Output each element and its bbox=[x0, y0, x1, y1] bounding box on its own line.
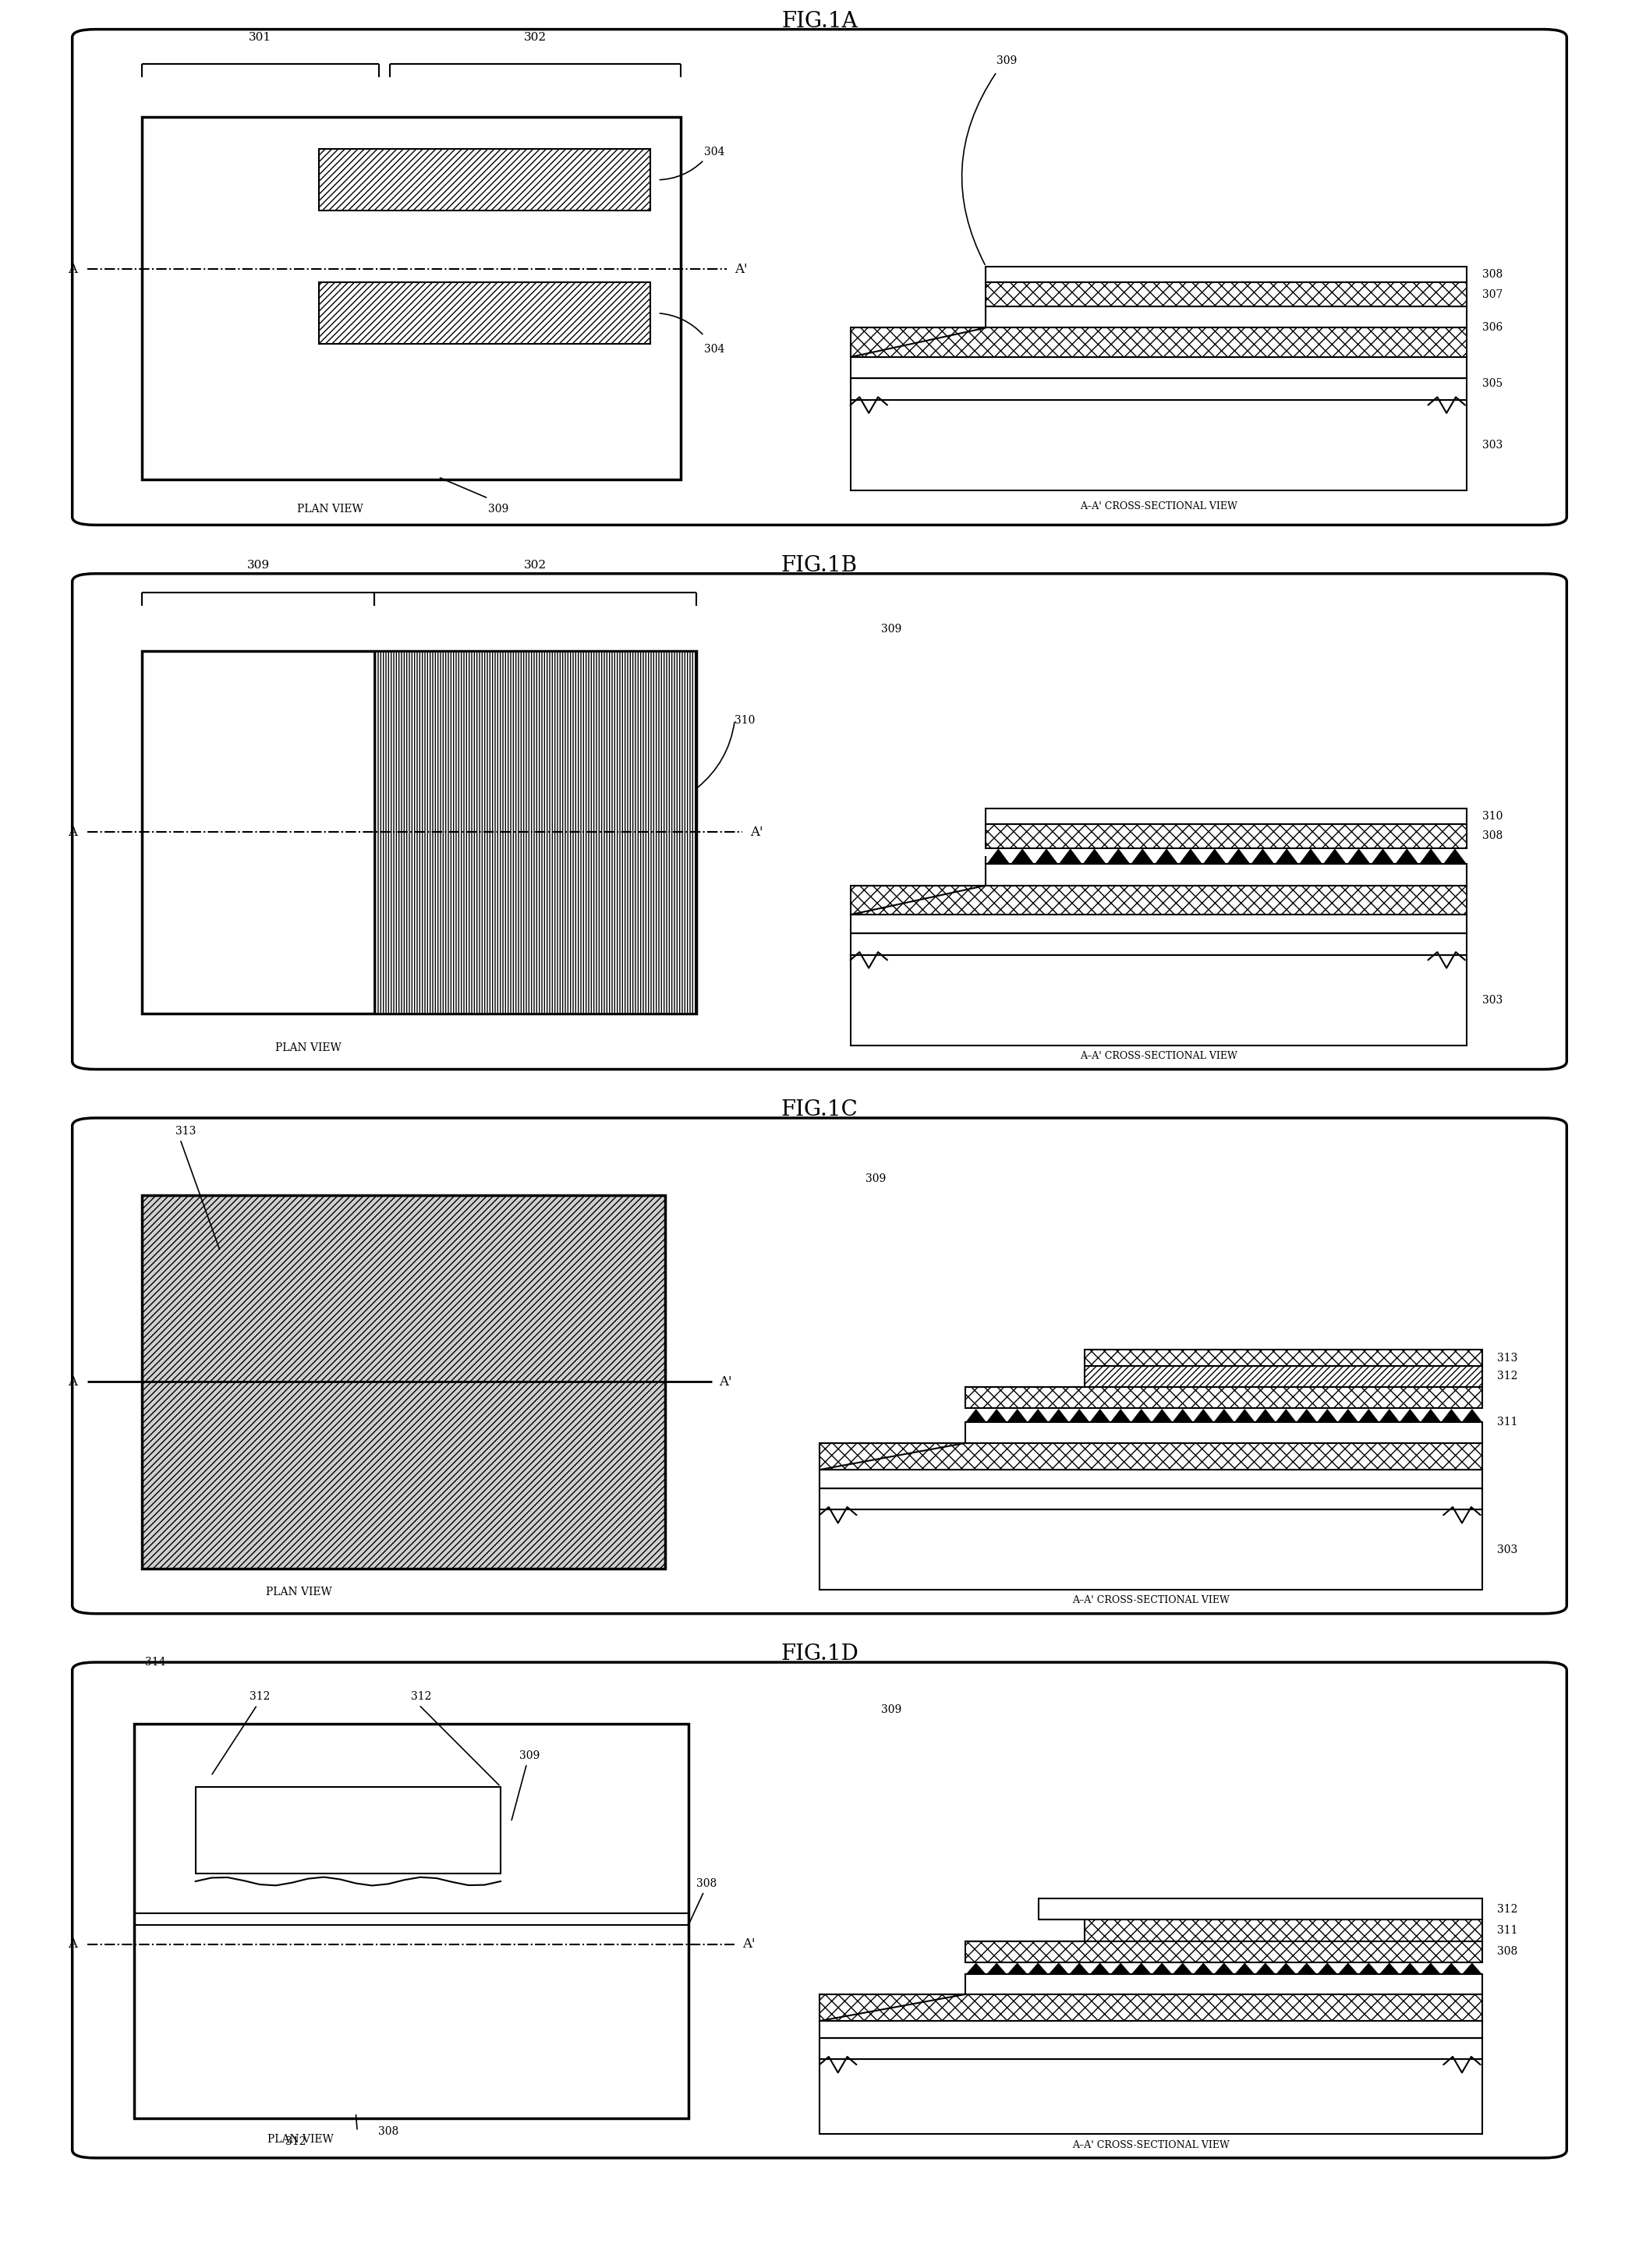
Text: 303: 303 bbox=[1482, 996, 1503, 1005]
Bar bbox=[987, 864, 1467, 885]
Text: A: A bbox=[67, 1937, 77, 1950]
Text: 307: 307 bbox=[1482, 288, 1503, 299]
Bar bbox=[820, 2021, 1482, 2039]
Bar bbox=[1085, 1349, 1482, 1365]
Text: 312: 312 bbox=[249, 1692, 270, 1703]
Text: 312: 312 bbox=[1498, 1370, 1518, 1381]
Bar bbox=[820, 1470, 1482, 1488]
Bar bbox=[987, 284, 1467, 306]
Bar bbox=[851, 934, 1467, 955]
Bar bbox=[851, 399, 1467, 490]
Bar bbox=[965, 1388, 1482, 1408]
Text: 303: 303 bbox=[1498, 1545, 1518, 1556]
Text: 302: 302 bbox=[524, 32, 546, 43]
Bar bbox=[1037, 1898, 1482, 1919]
Bar bbox=[851, 914, 1467, 934]
Text: 304: 304 bbox=[705, 345, 724, 354]
Text: 314: 314 bbox=[144, 1658, 166, 1667]
Bar bbox=[820, 1488, 1482, 1510]
Text: A–A' CROSS-SECTIONAL VIEW: A–A' CROSS-SECTIONAL VIEW bbox=[1072, 2139, 1229, 2150]
Text: A–A' CROSS-SECTIONAL VIEW: A–A' CROSS-SECTIONAL VIEW bbox=[1080, 1050, 1237, 1061]
Text: 309: 309 bbox=[247, 560, 269, 572]
Text: 308: 308 bbox=[379, 2125, 398, 2136]
Bar bbox=[965, 1973, 1482, 1994]
Text: 309: 309 bbox=[488, 503, 508, 515]
Text: A: A bbox=[67, 826, 77, 839]
Text: A–A' CROSS-SECTIONAL VIEW: A–A' CROSS-SECTIONAL VIEW bbox=[1080, 501, 1237, 513]
Text: 306: 306 bbox=[1482, 322, 1503, 333]
Text: 303: 303 bbox=[1482, 440, 1503, 451]
Bar bbox=[987, 807, 1467, 823]
Text: 313: 313 bbox=[175, 1125, 197, 1136]
Text: 310: 310 bbox=[1482, 810, 1503, 821]
Bar bbox=[851, 329, 1467, 356]
Bar bbox=[1085, 1919, 1482, 1941]
Bar bbox=[987, 268, 1467, 284]
Bar bbox=[195, 1787, 500, 1873]
Text: A': A' bbox=[751, 826, 764, 839]
Bar bbox=[851, 885, 1467, 914]
Text: 305: 305 bbox=[1482, 379, 1503, 390]
Text: PLAN VIEW: PLAN VIEW bbox=[266, 1588, 331, 1597]
Text: 310: 310 bbox=[734, 714, 756, 726]
Text: PLAN VIEW: PLAN VIEW bbox=[275, 1043, 341, 1052]
Bar bbox=[375, 651, 697, 1014]
Text: FIG.1C: FIG.1C bbox=[782, 1100, 857, 1120]
Bar bbox=[820, 1442, 1482, 1470]
Text: A: A bbox=[67, 1374, 77, 1388]
Text: 312: 312 bbox=[411, 1692, 431, 1703]
Text: FIG.1B: FIG.1B bbox=[782, 556, 857, 576]
Text: 312: 312 bbox=[285, 2136, 306, 2148]
Text: 308: 308 bbox=[1482, 270, 1503, 279]
Text: FIG.1A: FIG.1A bbox=[782, 11, 857, 32]
Bar bbox=[965, 1941, 1482, 1962]
Bar bbox=[987, 306, 1467, 329]
Text: A': A' bbox=[720, 1374, 733, 1388]
Bar bbox=[851, 356, 1467, 379]
Text: 308: 308 bbox=[1482, 830, 1503, 841]
Bar bbox=[851, 955, 1467, 1046]
Bar bbox=[851, 379, 1467, 399]
Text: 308: 308 bbox=[1498, 1946, 1518, 1957]
Bar bbox=[820, 1510, 1482, 1590]
Bar bbox=[141, 1195, 665, 1569]
Text: 313: 313 bbox=[1498, 1352, 1518, 1363]
Text: A: A bbox=[67, 263, 77, 277]
Bar bbox=[141, 651, 697, 1014]
Text: 309: 309 bbox=[882, 1706, 901, 1715]
Bar bbox=[965, 1422, 1482, 1442]
Text: 309: 309 bbox=[882, 624, 901, 635]
Bar bbox=[1085, 1365, 1482, 1388]
Bar bbox=[318, 150, 651, 211]
Bar bbox=[318, 284, 651, 345]
Text: 309: 309 bbox=[865, 1173, 887, 1184]
Text: 304: 304 bbox=[705, 147, 724, 156]
Text: 309: 309 bbox=[997, 57, 1018, 66]
Bar bbox=[134, 1724, 688, 2118]
Text: 302: 302 bbox=[524, 560, 547, 572]
Text: PLAN VIEW: PLAN VIEW bbox=[267, 2134, 333, 2146]
Text: A': A' bbox=[742, 1937, 756, 1950]
Text: 312: 312 bbox=[1498, 1903, 1518, 1914]
Text: FIG.1D: FIG.1D bbox=[780, 1644, 859, 1665]
Bar bbox=[820, 2039, 1482, 2059]
Text: 301: 301 bbox=[249, 32, 272, 43]
Text: 308: 308 bbox=[697, 1878, 716, 1889]
Text: A–A' CROSS-SECTIONAL VIEW: A–A' CROSS-SECTIONAL VIEW bbox=[1072, 1594, 1229, 1606]
Bar bbox=[141, 118, 680, 479]
Text: A': A' bbox=[734, 263, 747, 277]
Bar bbox=[820, 2059, 1482, 2134]
Bar bbox=[987, 823, 1467, 848]
Text: 309: 309 bbox=[520, 1751, 539, 1760]
Bar bbox=[820, 1994, 1482, 2021]
Text: 311: 311 bbox=[1498, 1926, 1518, 1937]
Text: 311: 311 bbox=[1498, 1415, 1518, 1427]
Text: PLAN VIEW: PLAN VIEW bbox=[297, 503, 364, 515]
